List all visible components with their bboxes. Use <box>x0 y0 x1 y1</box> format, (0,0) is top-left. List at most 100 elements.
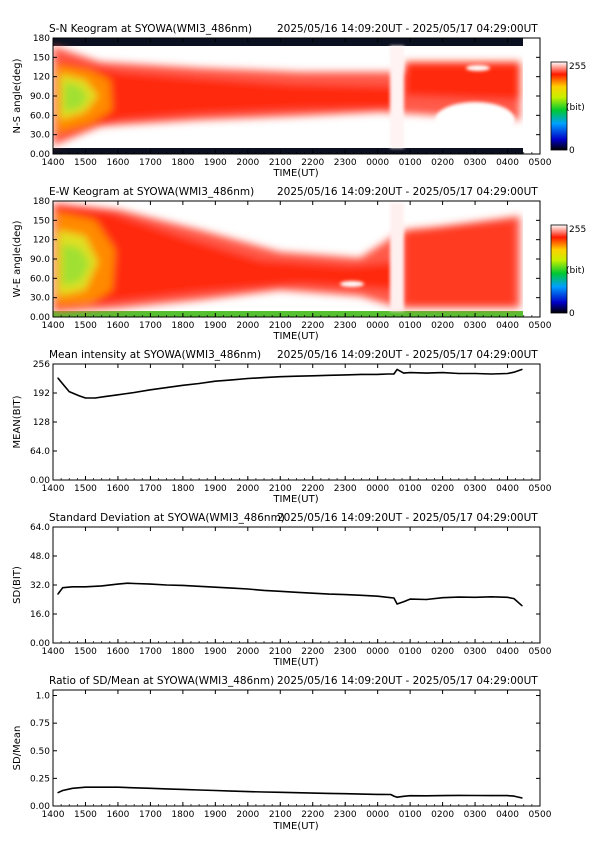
x-tick-label: 1500 <box>74 158 97 168</box>
data-point <box>68 391 70 393</box>
x-axis-label: TIME(UT) <box>272 657 318 668</box>
y-tick-label: 0.00 <box>30 313 50 323</box>
data-point <box>78 395 80 397</box>
panel-sd-mean-ratio: Ratio of SD/Mean at SYOWA(WMI3_486nm) 20… <box>12 675 552 832</box>
series-ratio <box>57 786 523 799</box>
data-point <box>474 372 476 375</box>
y-tick-label: 120 <box>33 236 50 246</box>
x-tick-label: 0100 <box>399 647 422 657</box>
x-tick-label: 2300 <box>334 647 357 657</box>
x-axis-label: TIME(UT) <box>272 331 318 342</box>
x-tick-label: 0300 <box>464 158 487 168</box>
data-point <box>344 594 346 596</box>
y-axis: 0.00 30.0 60.0 90.0 120 150 180 <box>30 197 540 323</box>
x-axis-label: TIME(UT) <box>272 168 318 179</box>
x-axis-label: TIME(UT) <box>272 494 318 505</box>
data-point <box>506 596 509 598</box>
data-point <box>458 794 460 797</box>
data-point <box>94 397 96 399</box>
data-point <box>214 586 216 588</box>
data-point <box>279 376 281 378</box>
data-point <box>377 373 379 375</box>
y-tick-label: 90.0 <box>30 255 50 265</box>
x-tick-label: 0100 <box>399 158 422 168</box>
x-tick-label: 0300 <box>464 321 487 331</box>
y-axis-label: MEAN(BIT) <box>12 395 23 448</box>
data-point <box>396 368 398 370</box>
y-tick-label: 16.0 <box>30 610 50 620</box>
x-tick-label: 1400 <box>42 321 65 331</box>
colorbar-max-label: 255 <box>569 62 586 72</box>
y-tick-label: 0.00 <box>30 476 50 486</box>
y-axis-label: N-S angle(deg) <box>12 58 23 133</box>
data-point <box>490 795 492 797</box>
x-tick-label: 0400 <box>496 321 519 331</box>
y-tick-label: 64.0 <box>30 447 50 457</box>
x-tick-label: 1600 <box>106 484 129 494</box>
x-tick-label: 1400 <box>42 810 65 820</box>
data-point <box>133 582 135 585</box>
panel-ew-keogram: E-W Keogram at SYOWA(WMI3_486nm) 2025/05… <box>12 186 586 342</box>
x-tick-label: 0200 <box>431 321 454 331</box>
data-point <box>166 788 168 790</box>
x-axis: 1400 1500 1600 1700 1800 1900 2000 2100 2200 2300… <box>42 690 552 820</box>
x-tick-label: 0200 <box>431 647 454 657</box>
x-tick-label: 1800 <box>171 158 194 168</box>
data-point <box>117 583 119 585</box>
x-tick-label: 0500 <box>529 484 552 494</box>
data-point <box>247 377 249 380</box>
colorbar: 255 (bit) 0 <box>550 224 586 319</box>
panel-time-range: 2025/05/16 14:09:20UT - 2025/05/17 04:29… <box>277 349 538 361</box>
data-point <box>198 585 200 587</box>
colorbar: 255 (bit) 0 <box>550 61 586 156</box>
x-tick-label: 2000 <box>236 484 259 494</box>
data-point <box>521 368 523 370</box>
data-point <box>57 593 59 595</box>
colorbar-min-label: 0 <box>569 146 575 156</box>
x-tick-label: 1700 <box>139 484 162 494</box>
x-tick-label: 1500 <box>74 484 97 494</box>
data-point <box>425 598 427 601</box>
panel-time-range: 2025/05/16 14:09:20UT - 2025/05/17 04:29… <box>277 675 538 687</box>
x-tick-label: 1800 <box>171 321 194 331</box>
colorbar-scale <box>550 224 568 314</box>
x-tick-label: 0200 <box>431 810 454 820</box>
data-point <box>231 379 233 381</box>
colorbar-scale <box>550 61 568 151</box>
data-point <box>166 584 168 586</box>
x-tick-label: 1400 <box>42 158 65 168</box>
y-tick-label: 0.50 <box>30 747 50 757</box>
colorbar-unit-label: (bit) <box>566 266 585 276</box>
data-point <box>393 795 395 797</box>
x-axis: 1400 1500 1600 1700 1800 1900 2000 2100 2200 2300… <box>42 527 552 657</box>
data-point <box>506 795 509 797</box>
x-tick-label: 0500 <box>529 321 552 331</box>
data-point <box>386 373 388 375</box>
x-tick-label: 2300 <box>334 321 357 331</box>
y-tick-label: 90.0 <box>30 92 50 102</box>
data-point <box>360 793 362 795</box>
x-tick-label: 0400 <box>496 158 519 168</box>
x-tick-label: 2300 <box>334 158 357 168</box>
data-point <box>133 787 135 789</box>
x-tick-label: 0500 <box>529 810 552 820</box>
y-tick-label: 32.0 <box>30 581 50 591</box>
data-point <box>127 582 129 584</box>
x-tick-label: 0000 <box>366 158 389 168</box>
x-tick-label: 2000 <box>236 321 259 331</box>
data-point <box>360 594 362 596</box>
data-point <box>149 787 151 789</box>
x-tick-label: 1500 <box>74 647 97 657</box>
x-tick-label: 2100 <box>269 158 292 168</box>
data-point <box>182 384 184 386</box>
data-point <box>396 796 398 798</box>
data-point <box>403 601 405 603</box>
data-point <box>490 596 492 598</box>
x-tick-label: 2000 <box>236 647 259 657</box>
panel-title: Standard Deviation at SYOWA(WMI3_486nm) <box>49 512 285 524</box>
data-point <box>198 382 200 385</box>
data-point <box>442 795 444 797</box>
y-tick-label: 0.00 <box>30 639 50 649</box>
data-point <box>409 795 411 797</box>
x-tick-label: 2100 <box>269 484 292 494</box>
